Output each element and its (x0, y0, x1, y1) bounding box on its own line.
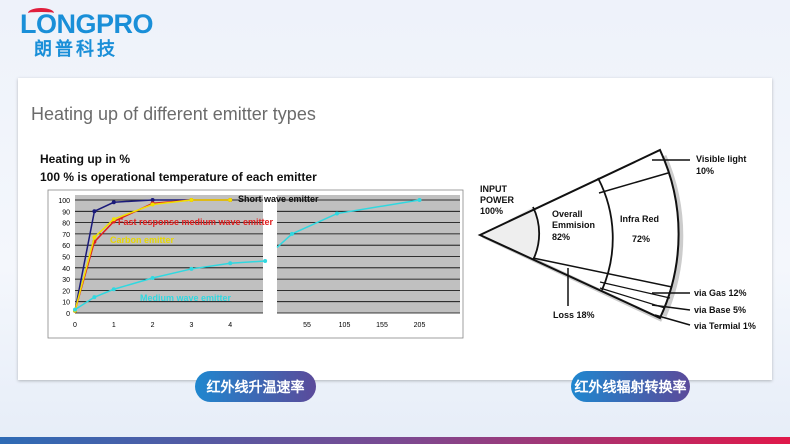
heating-rate-button[interactable]: 红外线升温速率 (195, 371, 316, 402)
data-point (92, 209, 97, 214)
x-tick-label: 0 (73, 322, 77, 329)
y-tick-label: 70 (62, 232, 70, 239)
data-point (228, 261, 233, 266)
x-tick-label: 155 (376, 322, 388, 329)
gas-label: via Gas 12% (694, 288, 747, 298)
visible-label: Visible light (696, 154, 746, 164)
data-point (189, 266, 194, 271)
infrared-label: Infra Red (620, 214, 659, 224)
data-point (189, 198, 194, 202)
series-label: Medium wave emitter (140, 293, 232, 303)
data-point (150, 198, 155, 202)
data-point (92, 235, 97, 240)
x-tick-label: 205 (414, 322, 426, 329)
visible-divider (598, 172, 669, 194)
y-tick-label: 60 (62, 243, 70, 250)
x-tick-label: 1 (112, 322, 116, 329)
y-tick-label: 100 (58, 198, 70, 205)
input-label: POWER (480, 195, 515, 205)
visible-value: 10% (696, 166, 714, 176)
chart-title: Heating up in % (40, 152, 130, 166)
data-point (111, 200, 116, 205)
fan-shadow (661, 154, 684, 318)
data-point (228, 198, 233, 202)
data-point (290, 231, 294, 236)
plot-area-left (75, 195, 263, 313)
series-label: Short wave emitter (238, 194, 319, 204)
logo-cn-text: 朗普科技 (34, 39, 118, 59)
x-tick-label: 3 (189, 322, 193, 329)
y-tick-label: 0 (66, 311, 70, 318)
inner-arc (532, 206, 540, 261)
series-line (74, 199, 231, 311)
input-sector (480, 207, 540, 260)
y-tick-label: 30 (62, 277, 70, 284)
overall-value: 82% (552, 232, 570, 242)
data-point (335, 211, 339, 216)
data-point (417, 198, 422, 202)
fan-outline (477, 148, 680, 320)
loss-label: Loss 18% (553, 310, 595, 320)
slide-title: Heating up of different emitter types (31, 104, 316, 124)
overall-label: Emmision (552, 220, 595, 230)
x-tick-label: 2 (151, 322, 155, 329)
series-label: Fast response medium wave emitter (118, 217, 274, 227)
series-line (276, 199, 420, 249)
y-tick-label: 50 (62, 255, 70, 262)
data-point (111, 287, 116, 292)
base-label: via Base 5% (694, 305, 746, 315)
radiation-conversion-button[interactable]: 红外线辐射转换率 (571, 371, 690, 402)
middle-arc (597, 177, 614, 291)
x-tick-label: 55 (303, 322, 311, 329)
terminal-leader (654, 314, 691, 326)
input-label: INPUT (480, 184, 508, 194)
infrared-value: 72% (632, 234, 650, 244)
data-point (73, 307, 77, 312)
x-tick-label: 105 (339, 322, 351, 329)
gas-divider (599, 281, 671, 299)
terminal-label: via Termial 1% (694, 321, 756, 331)
y-tick-label: 40 (62, 266, 70, 273)
data-point (150, 202, 155, 207)
overall-label: Overall (552, 209, 583, 219)
input-value: 100% (480, 206, 503, 216)
plot-area-right (277, 195, 460, 313)
data-point (263, 259, 268, 264)
data-point (150, 275, 155, 280)
data-point (92, 295, 97, 300)
chart-subtitle: 100 % is operational temperature of each… (40, 170, 317, 184)
logo: LONGPRO 朗普科技 (20, 8, 154, 60)
y-tick-label: 80 (62, 221, 70, 228)
logo-swoosh-icon (28, 8, 54, 18)
loss-divider (532, 257, 673, 288)
y-tick-label: 90 (62, 209, 70, 216)
base-leader (651, 304, 691, 311)
bottom-gradient-bar (0, 437, 790, 444)
y-tick-label: 20 (62, 288, 70, 295)
data-point (111, 217, 116, 222)
x-tick-label: 4 (228, 322, 232, 329)
series-label: Carbon emitter (110, 235, 175, 245)
y-tick-label: 10 (62, 300, 70, 307)
